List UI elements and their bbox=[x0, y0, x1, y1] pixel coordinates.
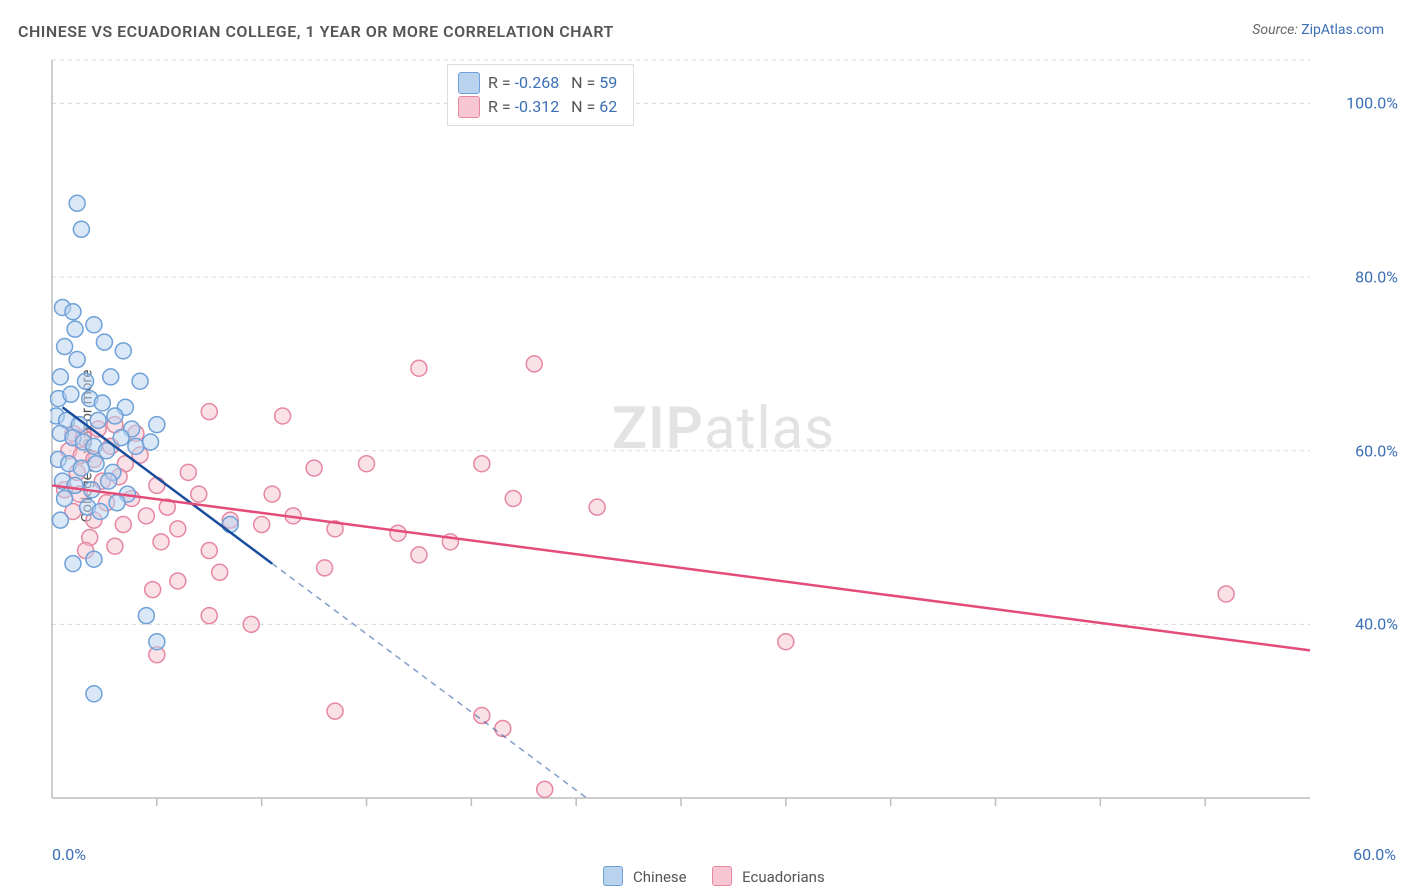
legend-swatch-ecuadorians bbox=[712, 866, 732, 886]
legend-swatch-chinese bbox=[603, 866, 623, 886]
source-attribution: Source: ZipAtlas.com bbox=[1252, 22, 1384, 38]
correlation-row-chinese: R = -0.268 N = 59 bbox=[458, 71, 617, 95]
legend-label-chinese: Chinese bbox=[633, 868, 687, 886]
source-link[interactable]: ZipAtlas.com bbox=[1301, 22, 1384, 38]
x-axis-max-label: 60.0% bbox=[1353, 845, 1396, 864]
correlation-legend: R = -0.268 N = 59 R = -0.312 N = 62 bbox=[447, 64, 634, 126]
y-tick-label: 60.0% bbox=[1355, 441, 1398, 460]
legend-swatch-ecuadorians-icon bbox=[458, 96, 480, 118]
chart-title: CHINESE VS ECUADORIAN COLLEGE, 1 YEAR OR… bbox=[18, 22, 614, 41]
bottom-legend: Chinese Ecuadorians bbox=[0, 866, 1406, 886]
legend-label-ecuadorians: Ecuadorians bbox=[742, 868, 825, 886]
y-tick-label: 100.0% bbox=[1346, 94, 1398, 113]
correlation-row-ecuadorians: R = -0.312 N = 62 bbox=[458, 95, 617, 119]
legend-swatch-chinese-icon bbox=[458, 72, 480, 94]
scatter-chart bbox=[50, 58, 1380, 828]
y-tick-label: 40.0% bbox=[1355, 615, 1398, 634]
source-label: Source: bbox=[1252, 22, 1297, 38]
y-tick-label: 80.0% bbox=[1355, 268, 1398, 287]
x-axis-min-label: 0.0% bbox=[52, 845, 86, 864]
